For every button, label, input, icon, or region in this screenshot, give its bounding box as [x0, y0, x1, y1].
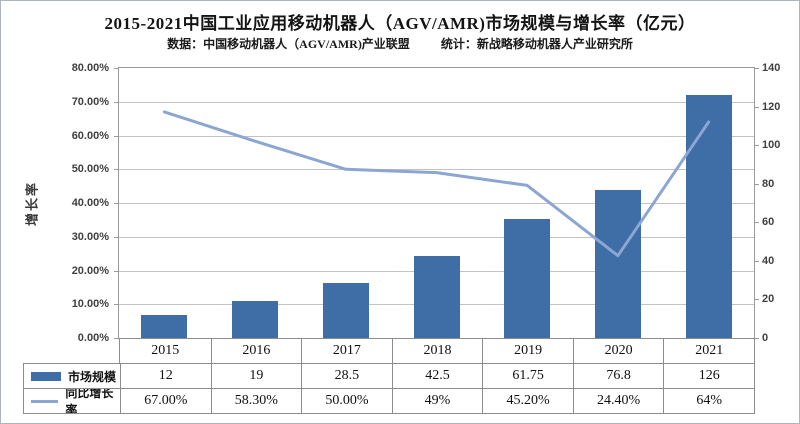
- table-row-years: 2015 2016 2017 2018 2019 2020 2021: [119, 338, 755, 364]
- year-cell: 2020: [572, 339, 664, 363]
- bar-2021: [685, 95, 732, 338]
- table-row-growth-rate: 同比增长率 67.00% 58.30% 50.00% 49% 45.20% 24.40% 64…: [23, 388, 755, 414]
- left-axis-tick-mark: [114, 270, 119, 272]
- left-axis-tick-mark: [114, 169, 119, 171]
- right-axis-tick-mark: [754, 183, 759, 185]
- right-axis-tick-label: 40: [762, 254, 775, 267]
- right-axis-tick-label: 20: [762, 293, 775, 306]
- left-axis-tick-label: 50.00%: [71, 163, 109, 176]
- left-axis-tick-mark: [114, 203, 119, 204]
- gridline: [119, 236, 754, 238]
- legend-label: 同比增长率: [65, 389, 114, 413]
- right-axis-tick-mark: [754, 145, 759, 147]
- year-cell: 2015: [151, 343, 180, 358]
- left-axis-tick-label: 60.00%: [71, 129, 109, 142]
- value-cell: 126: [663, 364, 754, 388]
- left-axis-tick-mark: [114, 101, 119, 103]
- chart-source-left: 数据：中国移动机器人（AGV/AMR)产业联盟: [167, 37, 410, 51]
- right-axis-tick-mark: [754, 106, 759, 108]
- left-axis-tick-mark: [114, 338, 119, 339]
- value-cell: 49%: [391, 389, 483, 413]
- legend-label: 市场规模: [68, 369, 117, 384]
- year-cell: 2016: [210, 339, 302, 363]
- chart-subtitle: 数据：中国移动机器人（AGV/AMR)产业联盟 统计：新战略移动机器人产业研究所: [1, 35, 799, 52]
- bar-2015: [141, 314, 188, 338]
- value-cell: 76.8: [572, 364, 664, 388]
- value-cell: 67.00%: [120, 389, 211, 413]
- left-axis-tick-label: 20.00%: [71, 264, 109, 277]
- year-cell: 2019: [482, 339, 573, 363]
- table-row-market-size: 市场规模 12 19 28.5 42.5 61.75 76.8 126: [23, 363, 755, 389]
- value-cell: 19: [210, 364, 302, 388]
- value-cell: 28.5: [301, 364, 392, 388]
- left-axis-tick-mark: [114, 68, 119, 69]
- left-axis-tick-label: 80.00%: [71, 62, 109, 74]
- line-series: [162, 110, 711, 258]
- right-axis-tick-label: 80: [762, 177, 775, 190]
- bar-legend-swatch: [31, 371, 61, 381]
- legend-key: 同比增长率: [24, 389, 120, 413]
- right-axis-tick-label: 100: [762, 139, 781, 152]
- bar-2019: [504, 218, 551, 338]
- gridline: [119, 101, 754, 103]
- plot-area: [118, 67, 755, 339]
- value-cell: 12: [120, 364, 211, 388]
- year-cell: 2021: [663, 339, 754, 363]
- value-cell: 42.5: [391, 364, 483, 388]
- chart-source-right: 统计：新战略移动机器人产业研究所: [440, 37, 633, 51]
- right-axis-tick-mark: [754, 68, 759, 69]
- value-cell: 50.00%: [301, 389, 392, 413]
- value-cell: 64%: [663, 389, 754, 413]
- growth-rate-line: [162, 110, 711, 258]
- right-axis-tick-mark: [754, 222, 759, 224]
- value-cell: 61.75: [482, 364, 573, 388]
- year-cell: 2017: [301, 339, 392, 363]
- left-axis-tick-label: 70.00%: [71, 95, 109, 108]
- right-axis-tick-label: 140: [762, 62, 781, 74]
- bar-2018: [413, 256, 460, 338]
- right-axis-tick-mark: [754, 299, 759, 301]
- value-cell: 45.20%: [482, 389, 573, 413]
- year-cell: 2018: [391, 339, 483, 363]
- left-axis-tick-label: 30.00%: [71, 230, 109, 243]
- legend-key: 市场规模: [24, 364, 120, 388]
- left-axis-tick-label: 10.00%: [71, 298, 109, 311]
- line-legend-swatch: [31, 399, 59, 403]
- gridline: [119, 169, 754, 171]
- right-axis-tick-mark: [754, 338, 759, 339]
- gridline: [119, 135, 754, 137]
- left-axis-tick-label: 40.00%: [71, 197, 109, 209]
- value-cell: 24.40%: [572, 389, 664, 413]
- bar-2017: [322, 283, 369, 338]
- bar-2016: [232, 301, 279, 338]
- right-axis-tick-label: 120: [762, 100, 781, 113]
- chart-title: 2015-2021中国工业应用移动机器人（AGV/AMR)市场规模与增长率（亿元…: [104, 14, 696, 33]
- left-axis-tick-mark: [114, 236, 119, 238]
- left-axis-tick-mark: [114, 135, 119, 137]
- bar-2020: [594, 189, 641, 338]
- value-cell: 58.30%: [210, 389, 302, 413]
- right-axis-tick-label: 60: [762, 216, 775, 229]
- right-axis-tick-label: 0: [762, 332, 769, 344]
- left-axis-tick-mark: [114, 304, 119, 306]
- left-axis-tick-label: 0.00%: [77, 332, 109, 344]
- gridline: [119, 203, 754, 204]
- right-axis-tick-mark: [754, 260, 759, 262]
